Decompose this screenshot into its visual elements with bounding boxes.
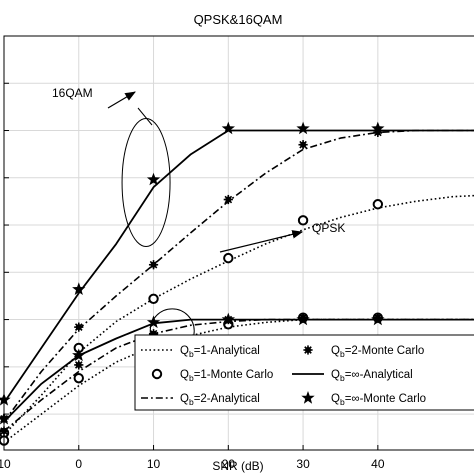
marker-circle — [73, 372, 84, 384]
x-tick-label: 30 — [296, 457, 310, 471]
marker-star — [0, 392, 11, 406]
legend-label: Qb=1-Analytical — [180, 345, 260, 359]
marker-asterisk — [298, 140, 308, 150]
marker-asterisk-arm — [299, 140, 307, 149]
marker-asterisk — [148, 260, 159, 270]
annotation-arrow-16qam — [107, 91, 136, 109]
legend-label: Qb=1-Monte Carlo — [180, 369, 273, 383]
chart-title: QPSK&16QAM — [194, 12, 283, 27]
marker-star — [72, 348, 86, 362]
marker-asterisk — [74, 360, 84, 370]
legend-item: Qb=∞-Analytical — [292, 369, 413, 383]
x-tick-label: 10 — [0, 457, 11, 471]
marker-circle — [223, 252, 234, 264]
marker-star — [371, 312, 385, 326]
marker-circle — [297, 215, 309, 226]
markers-layer — [0, 121, 385, 446]
marker-asterisk-arm — [224, 195, 233, 204]
marker-asterisk — [223, 194, 233, 205]
marker-asterisk — [74, 322, 84, 332]
legend-item: Qb=2-Monte Carlo — [303, 345, 424, 359]
x-axis-label: SNR (dB) — [212, 459, 263, 473]
marker-star — [0, 411, 11, 425]
series-markers-16qam-none-star — [0, 121, 385, 406]
series-line-16qam-dotted-none — [3, 194, 474, 436]
marker-circle — [151, 368, 163, 380]
marker-star — [221, 121, 235, 135]
legend-label: Qb=∞-Analytical — [331, 369, 413, 383]
series-markers-qpsk-none-star — [0, 312, 385, 425]
x-tick-label: 0 — [75, 457, 82, 471]
x-tick-label: 20 — [222, 457, 236, 471]
marker-star — [371, 121, 385, 135]
marker-circle — [148, 293, 159, 304]
annotation-connector-16qam — [137, 107, 153, 126]
marker-star — [146, 172, 161, 186]
legend-item: Qb=2-Analytical — [141, 393, 260, 407]
marker-circle — [372, 199, 384, 210]
marker-star — [221, 312, 235, 326]
marker-star — [72, 282, 86, 295]
legend-label: Qb=2-Analytical — [180, 393, 260, 407]
plot-frame — [3, 35, 474, 451]
marker-asterisk — [303, 345, 313, 355]
marker-star — [301, 391, 315, 404]
marker-asterisk-arm — [304, 346, 312, 354]
marker-asterisk-arm — [74, 323, 83, 331]
legend-label: Qb=2-Monte Carlo — [331, 345, 424, 359]
series-layer — [3, 129, 474, 444]
marker-asterisk-arm — [149, 260, 158, 269]
annotation-label-qpsk: QPSK — [312, 221, 345, 235]
legend-label: Qb=∞-Monte Carlo — [331, 393, 426, 407]
marker-star — [296, 312, 310, 326]
marker-asterisk-arm — [74, 361, 83, 369]
x-tick-labels: 10 0 10 20 30 40 — [0, 457, 385, 471]
legend: Qb=1-Analytical Qb=2-Monte Carlo Qb=1-Mont… — [134, 334, 474, 411]
legend-item: Qb=∞-Monte Carlo — [301, 391, 426, 407]
series-line-qpsk-solid-none — [3, 318, 474, 423]
annotation-arrow-qpsk — [219, 230, 304, 253]
marker-star — [146, 315, 161, 329]
annotation-label-16qam: 16QAM — [52, 86, 93, 100]
x-tick-label: 40 — [371, 457, 385, 471]
marker-star — [296, 121, 310, 135]
legend-item: Qb=1-Analytical — [141, 345, 260, 359]
annotation-ellipse-16qam — [121, 118, 171, 248]
series-line-16qam-solid-none — [3, 129, 474, 404]
annotations: 16QAM QPSK — [52, 86, 345, 354]
legend-item: Qb=1-Monte Carlo — [151, 368, 273, 383]
x-tick-label: 10 — [147, 457, 161, 471]
